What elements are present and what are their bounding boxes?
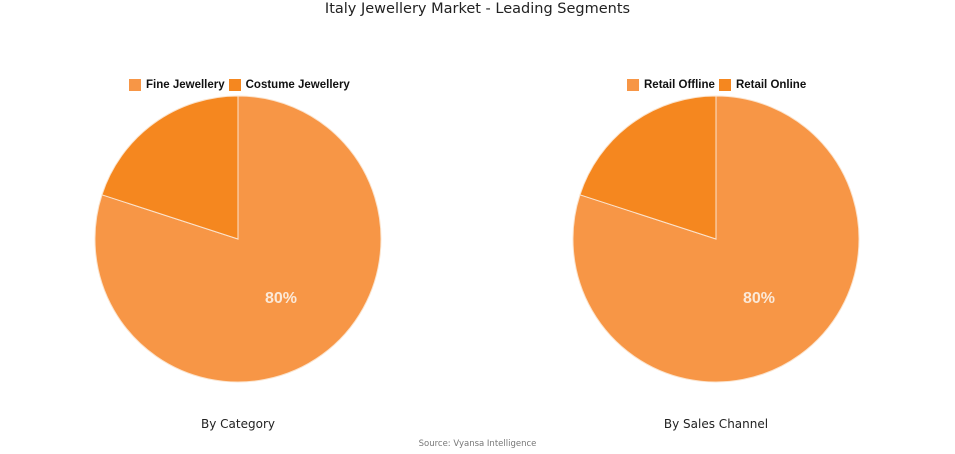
legend-swatch xyxy=(718,79,731,91)
slice-label: 80% xyxy=(265,290,297,307)
legend-swatch xyxy=(228,79,241,91)
slice-costume-jewellery[interactable] xyxy=(101,95,239,240)
pie-sales-channel: 80% xyxy=(572,95,860,383)
legend-sales-channel: Retail Offline Retail Online xyxy=(627,79,810,91)
legend-label: Fine Jewellery xyxy=(146,79,225,91)
legend-label: Retail Online xyxy=(735,79,807,91)
legend-swatch xyxy=(627,79,639,91)
legend-category: Fine Jewellery Costume Jewellery xyxy=(129,79,354,91)
caption-category: By Category xyxy=(201,417,275,431)
slice-label: 80% xyxy=(743,290,775,307)
legend-item-retail-online[interactable]: Retail Online xyxy=(718,79,807,91)
caption-sales-channel: By Sales Channel xyxy=(663,417,769,431)
chart-title: Italy Jewellery Market - Leading Segment… xyxy=(324,1,631,17)
legend-item-costume-jewellery[interactable]: Costume Jewellery xyxy=(228,79,350,91)
legend-label: Costume Jewellery xyxy=(245,79,350,91)
source-note: Source: Vyansa Intelligence xyxy=(418,439,537,449)
legend-item-retail-offline[interactable]: Retail Offline xyxy=(627,79,715,91)
slice-retail-online[interactable] xyxy=(579,95,717,240)
legend-label: Retail Offline xyxy=(644,79,715,91)
pie-category: 80% xyxy=(94,95,382,383)
legend-swatch xyxy=(129,79,141,91)
legend-item-fine-jewellery[interactable]: Fine Jewellery xyxy=(129,79,225,91)
